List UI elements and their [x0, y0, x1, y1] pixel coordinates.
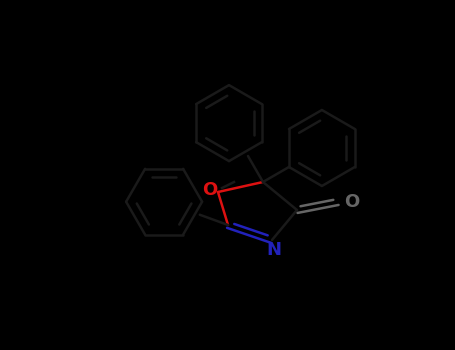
Text: O: O: [202, 181, 217, 199]
Text: O: O: [344, 193, 359, 211]
Text: N: N: [267, 241, 282, 259]
